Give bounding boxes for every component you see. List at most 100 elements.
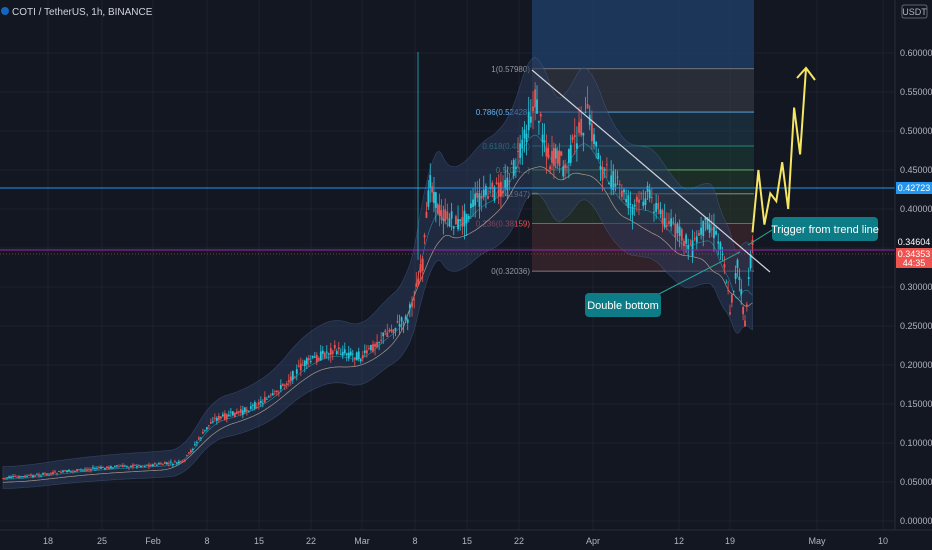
candle-body <box>670 218 673 227</box>
x-tick-label: 19 <box>725 536 735 546</box>
x-tick-label: Apr <box>586 536 600 546</box>
candle-body <box>34 475 36 477</box>
candle-body <box>502 190 504 194</box>
candle-body <box>541 134 544 143</box>
candle-body <box>243 407 246 413</box>
candle-body <box>629 203 632 205</box>
candle-body <box>80 469 82 471</box>
candle-body <box>301 364 304 366</box>
candle-body <box>560 151 563 156</box>
x-tick-label: 18 <box>43 536 53 546</box>
candle-body <box>170 461 172 463</box>
candle-body <box>421 258 424 271</box>
candle-body <box>704 217 707 221</box>
candle-body <box>543 140 546 143</box>
candle-body <box>84 469 86 471</box>
candle-body <box>693 238 696 240</box>
candle-body <box>259 400 262 403</box>
candle-body <box>199 437 202 439</box>
candle-body <box>164 462 166 464</box>
candle-body <box>595 141 598 147</box>
trend-line[interactable] <box>531 69 771 273</box>
candle-body <box>44 473 46 475</box>
candle-body <box>734 273 737 280</box>
candle-body <box>138 464 140 466</box>
candle-body <box>593 134 595 145</box>
candle-body <box>98 466 100 468</box>
candle-body <box>178 461 180 464</box>
candle-body <box>433 191 435 204</box>
candle-body <box>48 473 50 475</box>
candle-body <box>380 340 383 341</box>
candle-body <box>459 219 462 221</box>
candle-body <box>146 464 148 466</box>
candle-body <box>612 170 615 190</box>
candle-body <box>446 211 449 220</box>
candle-body <box>38 474 40 476</box>
candle-body <box>72 470 74 472</box>
candle-body <box>299 363 302 371</box>
candle-body <box>506 177 509 191</box>
x-tick-label: Feb <box>145 536 161 546</box>
projection-arrowhead <box>796 66 816 81</box>
candle-body <box>603 169 606 171</box>
x-tick-label: 10 <box>878 536 888 546</box>
candle-body <box>601 167 604 180</box>
candle-body <box>413 299 416 301</box>
candle-body <box>327 353 330 355</box>
price-scale-panel[interactable] <box>895 0 932 550</box>
candle-body <box>156 464 158 466</box>
candle-body <box>20 476 22 478</box>
candle-body <box>223 413 226 420</box>
candle-body <box>14 476 16 478</box>
moving-average-line <box>2 166 753 483</box>
candle-body <box>331 351 334 354</box>
candle-body <box>355 352 358 361</box>
candle-body <box>372 344 374 352</box>
level-price-text: 0.42723 <box>898 183 931 193</box>
candle-body <box>205 427 208 430</box>
candle-body <box>646 186 649 192</box>
currency-badge[interactable] <box>901 4 928 19</box>
candle-body <box>470 203 472 209</box>
y-tick-label: 0.25000 <box>900 321 932 331</box>
double-bottom-callout[interactable]: Double bottom <box>585 251 741 317</box>
x-tick-label: 15 <box>254 536 264 546</box>
candle-body <box>514 166 517 170</box>
candle-body <box>605 164 608 166</box>
fib-level-label: 0.786(0.52428) <box>476 108 531 117</box>
candle-body <box>534 89 537 108</box>
candle-body <box>180 460 182 462</box>
trigger-callout[interactable]: Trigger from trend line <box>747 217 879 246</box>
candle-body <box>508 180 511 183</box>
level-price-tag <box>896 182 932 194</box>
candle-body <box>472 199 474 208</box>
candle-body <box>730 294 733 303</box>
candle-body <box>8 476 10 479</box>
x-tick-label: Mar <box>354 536 370 546</box>
candle-body <box>610 175 613 189</box>
candle-body <box>269 394 272 396</box>
candle-body <box>402 324 405 326</box>
candle-body <box>627 195 630 209</box>
candle-body <box>187 452 190 454</box>
candle-body <box>313 356 316 358</box>
candle-body <box>640 193 643 194</box>
candle-body <box>2 478 4 479</box>
candle-body <box>291 371 294 380</box>
projection-line <box>751 68 807 233</box>
candle-body <box>512 159 515 176</box>
countdown-text: 44:35 <box>903 258 926 268</box>
candle-body <box>335 351 338 355</box>
candle-body <box>564 164 567 169</box>
candle-body <box>571 136 574 140</box>
candle-body <box>536 99 538 114</box>
candle-body <box>374 344 376 347</box>
candle-body <box>18 475 20 479</box>
y-tick-label: 0.45000 <box>900 165 932 175</box>
candle-body <box>225 414 228 419</box>
candle-body <box>96 468 98 470</box>
candle-body <box>480 195 483 199</box>
candle-body <box>249 406 252 409</box>
